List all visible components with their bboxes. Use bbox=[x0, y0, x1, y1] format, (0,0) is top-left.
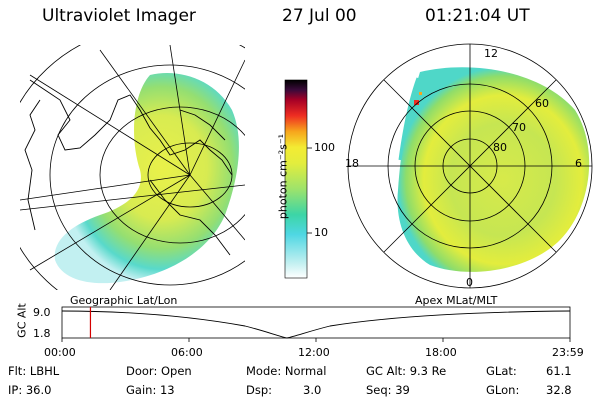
dsp-label: Dsp: bbox=[246, 383, 273, 397]
left-panel-caption: Geographic Lat/Lon bbox=[70, 294, 178, 307]
gain-status: Gain: 13 bbox=[126, 383, 175, 397]
gc-alt-status: GC Alt: 9.3 Re bbox=[366, 364, 447, 378]
timeline-xtick-1800: 18:00 bbox=[425, 346, 457, 359]
filter-status: Flt: LBHL bbox=[8, 364, 60, 378]
colorbar-tick-10: 10 bbox=[314, 226, 328, 239]
instrument-title: Ultraviolet Imager bbox=[42, 6, 196, 26]
glat-value: 61.1 bbox=[546, 364, 572, 378]
mlat-label-70: 70 bbox=[512, 121, 526, 134]
aurora-oval bbox=[397, 67, 590, 272]
timeline-xtick-2359: 23:59 bbox=[552, 346, 584, 359]
dsp-value: 3.0 bbox=[303, 383, 322, 397]
door-status: Door: Open bbox=[126, 364, 192, 378]
altitude-curve bbox=[61, 310, 571, 339]
mlat-label-60: 60 bbox=[535, 97, 549, 110]
glon-value: 32.8 bbox=[546, 383, 572, 397]
timeline-xtick-0600: 06:00 bbox=[171, 346, 203, 359]
glat-label: GLat: bbox=[486, 364, 517, 378]
timeline-xtick-0000: 00:00 bbox=[44, 346, 76, 359]
coastline bbox=[24, 79, 233, 256]
timeline-xtick-1200: 12:00 bbox=[298, 346, 330, 359]
seq-status: Seq: 39 bbox=[366, 383, 410, 397]
timeline-ytick-max: 9.0 bbox=[33, 306, 51, 319]
mode-status: Mode: Normal bbox=[246, 364, 327, 378]
mlt-label-6: 6 bbox=[575, 157, 582, 170]
right-panel-caption: Apex MLat/MLT bbox=[415, 294, 498, 307]
mlat-label-80: 80 bbox=[493, 141, 507, 154]
colorbar-tick-100: 100 bbox=[314, 141, 335, 154]
aurora-emission bbox=[54, 73, 239, 284]
mlt-label-12: 12 bbox=[484, 47, 498, 60]
date-label: 27 Jul 00 bbox=[282, 6, 357, 26]
mlt-label-0: 0 bbox=[466, 276, 473, 289]
ip-status: IP: 36.0 bbox=[8, 383, 52, 397]
time-label: 01:21:04 UT bbox=[425, 6, 530, 26]
glon-label: GLon: bbox=[486, 383, 520, 397]
timeline-ytick-min: 1.8 bbox=[33, 327, 51, 340]
timeline-axis-label: GC Alt bbox=[15, 303, 29, 338]
mlt-label-18: 18 bbox=[345, 157, 359, 170]
